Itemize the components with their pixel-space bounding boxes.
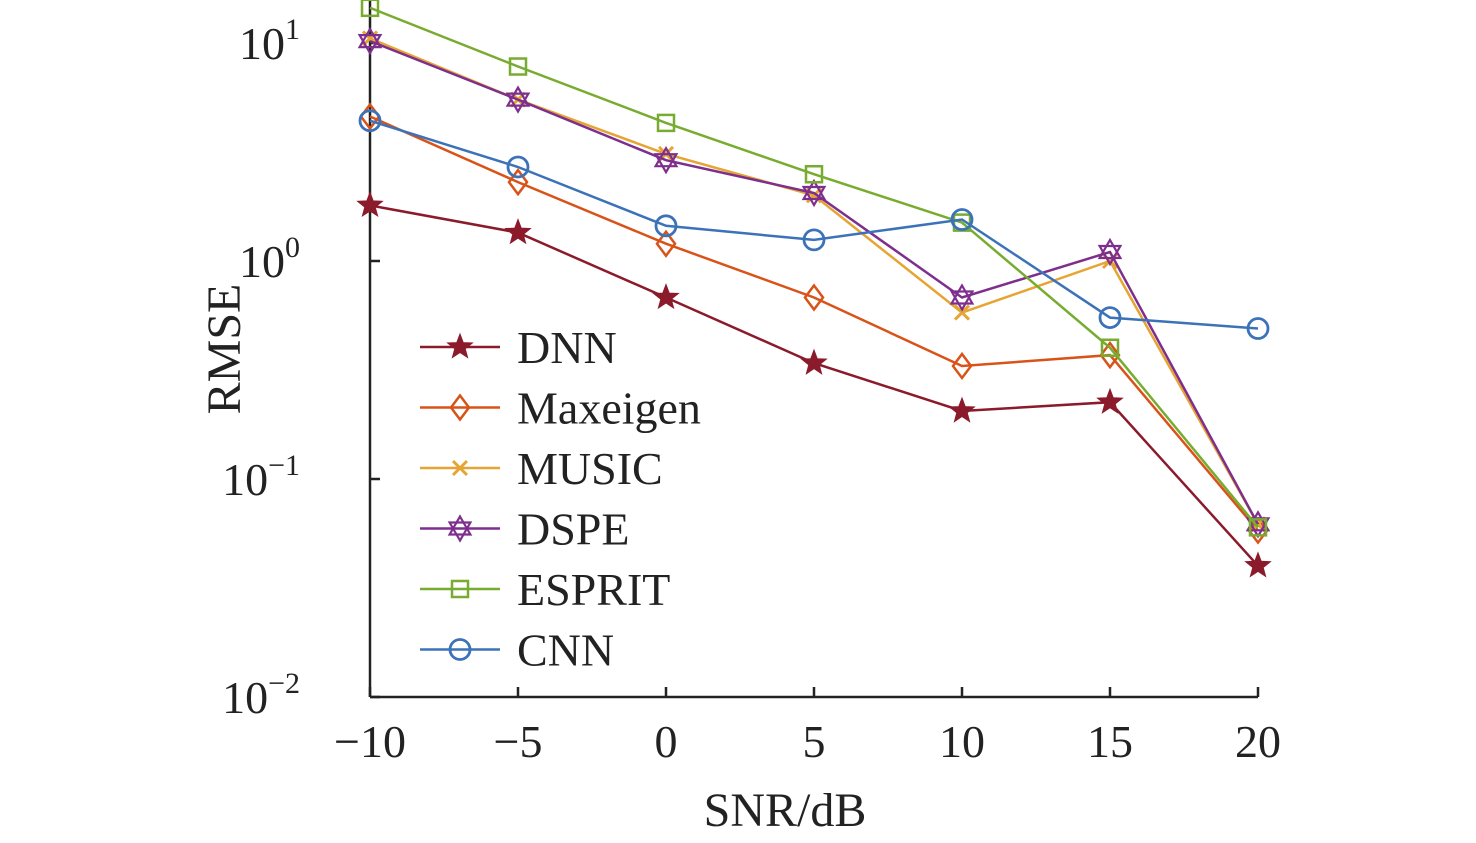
series-dspe <box>357 26 1271 539</box>
data-point-esprit <box>804 164 824 184</box>
data-point-cnn <box>506 155 530 179</box>
data-point-maxeigen <box>655 229 677 258</box>
y-tick-base: 10 <box>222 672 268 723</box>
series-line-dspe <box>369 39 1260 525</box>
data-point-dnn <box>948 396 976 423</box>
x-tick-label: 5 <box>803 716 826 767</box>
data-point-maxeigen <box>951 351 973 381</box>
data-point-esprit <box>1100 338 1120 358</box>
legend: DNN Maxeigen MUSIC DSPE ESPRIT CNN <box>420 322 701 676</box>
legend-swatch-marker <box>448 638 472 661</box>
series-line-cnn <box>369 119 1259 330</box>
legend-label: CNN <box>517 625 614 676</box>
series <box>356 0 1272 578</box>
data-point-dspe <box>357 26 383 56</box>
data-point-cnn <box>1098 306 1122 330</box>
legend-item-maxeigen: Maxeigen <box>420 383 701 434</box>
data-point-dspe <box>505 85 531 114</box>
legend-item-music: MUSIC <box>420 443 663 494</box>
legend-swatch-marker <box>446 332 474 359</box>
legend-label: Maxeigen <box>517 383 701 434</box>
legend-swatch-marker <box>451 459 469 477</box>
y-tick-label: 101 <box>239 13 300 69</box>
series-maxeigen <box>359 102 1269 545</box>
data-point-dnn <box>1244 551 1272 578</box>
series-music <box>361 30 1267 533</box>
y-tick-exponent: 1 <box>285 13 300 46</box>
x-tick-label: −5 <box>494 716 543 767</box>
axes <box>368 0 1258 699</box>
legend-item-dnn: DNN <box>420 322 617 373</box>
data-point-cnn <box>654 214 678 238</box>
data-point-dnn <box>504 218 532 245</box>
data-point-maxeigen <box>507 168 529 197</box>
legend-swatch-marker <box>447 514 473 543</box>
data-point-cnn <box>802 228 826 252</box>
data-point-music <box>953 304 971 321</box>
y-tick-label: 10−1 <box>222 449 300 505</box>
series-cnn <box>358 109 1270 340</box>
legend-item-esprit: ESPRIT <box>420 564 670 615</box>
series-esprit <box>360 0 1268 537</box>
data-point-maxeigen <box>803 283 825 312</box>
legend-label: ESPRIT <box>517 564 670 615</box>
data-point-esprit <box>656 113 676 133</box>
series-dnn <box>356 190 1272 578</box>
data-point-dspe <box>949 283 975 312</box>
legend-label: DSPE <box>517 504 629 555</box>
y-tick-exponent: −2 <box>268 667 300 700</box>
y-tick-label: 10−2 <box>222 667 300 723</box>
legend-label: MUSIC <box>517 443 663 494</box>
legend-swatch-marker <box>450 579 470 599</box>
data-point-dnn <box>800 348 828 375</box>
data-point-cnn <box>358 109 382 133</box>
data-point-esprit <box>1248 518 1268 537</box>
series-line-esprit <box>369 6 1259 529</box>
x-tick-label: 0 <box>655 716 678 767</box>
x-tick-label: 10 <box>939 716 985 767</box>
y-axis-title: RMSE <box>198 284 251 415</box>
legend-item-dspe: DSPE <box>420 504 629 555</box>
series-line-maxeigen <box>369 115 1259 532</box>
data-point-dnn <box>652 283 680 310</box>
data-point-dspe <box>1097 237 1123 267</box>
y-tick-base: 10 <box>222 454 268 505</box>
y-tick-exponent: 0 <box>285 231 300 264</box>
data-point-esprit <box>508 57 528 76</box>
legend-swatch-marker <box>449 393 471 422</box>
data-point-cnn <box>1246 317 1270 340</box>
y-tick-label: 100 <box>239 231 300 287</box>
legend-label: DNN <box>517 322 617 373</box>
legend-item-cnn: CNN <box>420 625 614 676</box>
x-axis-title: SNR/dB <box>704 784 867 837</box>
x-tick-label: 20 <box>1235 716 1281 767</box>
y-tick-exponent: −1 <box>268 449 300 482</box>
data-point-esprit <box>360 0 380 18</box>
data-point-maxeigen <box>1099 341 1121 370</box>
series-line-dnn <box>369 204 1259 567</box>
data-point-dspe <box>801 178 827 208</box>
data-point-cnn <box>950 208 974 231</box>
x-tick-label: −10 <box>334 716 406 767</box>
y-tick-base: 10 <box>239 236 285 287</box>
x-tick-label: 15 <box>1087 716 1133 767</box>
data-point-dspe <box>653 146 679 175</box>
data-point-dnn <box>1096 387 1124 414</box>
y-tick-base: 10 <box>239 18 285 69</box>
data-point-dnn <box>356 190 384 218</box>
